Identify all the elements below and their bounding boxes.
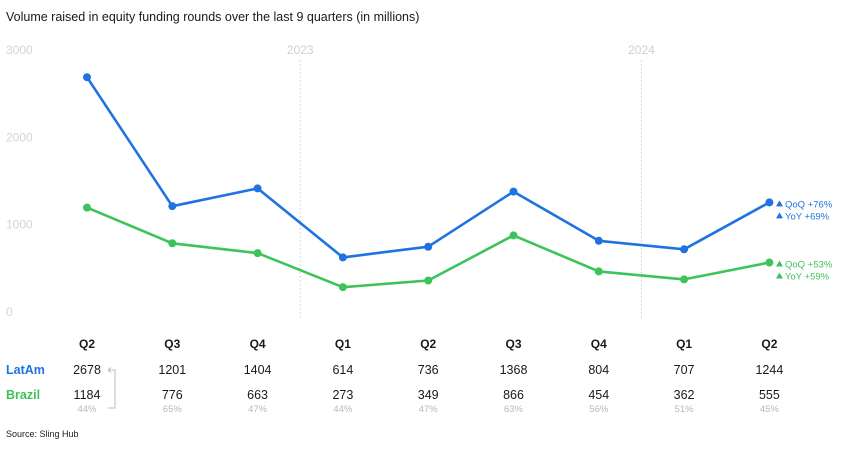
source-note: Source: Sling Hub [6, 429, 79, 439]
table-cell: 2678 [73, 363, 101, 377]
up-triangle-icon [776, 272, 783, 279]
table-cell: 1244 [755, 363, 783, 377]
table-cell: 349 [418, 388, 439, 402]
row-label-latam: LatAm [6, 363, 45, 377]
brazil-share-pct: 51% [675, 404, 695, 415]
data-point-brazil [168, 239, 177, 248]
brazil-share-pct: 65% [163, 404, 183, 415]
data-point-latam [765, 198, 774, 207]
table-cell: 707 [674, 363, 695, 377]
quarter-label: Q4 [591, 337, 607, 351]
quarter-label: Q3 [164, 337, 180, 351]
data-point-latam [253, 184, 262, 193]
table-cell: 614 [332, 363, 353, 377]
share-bracket [108, 369, 116, 409]
table-cell: 1404 [244, 363, 272, 377]
year-label: 2023 [287, 43, 314, 57]
values-table: Q2 Q3 Q4 Q1 Q2 Q3 Q4 Q1 Q2 LatAm 2678 1201 1404 614 73… [6, 337, 783, 415]
quarter-label: Q2 [761, 337, 777, 351]
year-label: 2024 [628, 43, 655, 57]
data-point-latam [338, 253, 347, 262]
y-tick-label: 3000 [6, 43, 33, 57]
data-point-brazil [765, 258, 774, 267]
data-point-latam [424, 242, 433, 251]
table-cell: 273 [332, 388, 353, 402]
up-triangle-icon [776, 200, 783, 207]
change-annotation: QoQ +76% [785, 199, 833, 210]
brazil-share-pct: 45% [760, 404, 780, 415]
quarter-label: Q4 [250, 337, 266, 351]
quarter-label: Q1 [676, 337, 692, 351]
brazil-share-pct: 47% [419, 404, 439, 415]
data-point-latam [168, 202, 177, 211]
bracket-arrow-icon [107, 367, 112, 373]
data-point-brazil [338, 283, 347, 292]
quarter-label: Q2 [79, 337, 95, 351]
y-tick-label: 1000 [6, 218, 33, 232]
brazil-share-pct: 44% [333, 404, 353, 415]
row-label-brazil: Brazil [6, 388, 40, 402]
table-cell: 1201 [158, 363, 186, 377]
up-triangle-icon [776, 212, 783, 219]
table-cell: 663 [247, 388, 268, 402]
data-point-latam [509, 187, 518, 196]
table-cell: 1184 [74, 388, 101, 402]
quarter-label: Q3 [505, 337, 521, 351]
table-cell: 362 [674, 388, 695, 402]
brazil-share-pct: 44% [77, 404, 97, 415]
table-cell: 555 [759, 388, 780, 402]
table-cell: 454 [588, 388, 609, 402]
chart-title: Volume raised in equity funding rounds o… [6, 10, 419, 24]
table-cell: 1368 [500, 363, 528, 377]
data-point-brazil [594, 267, 603, 276]
up-triangle-icon [776, 260, 783, 267]
table-cell: 804 [588, 363, 609, 377]
year-markers: 2023 2024 [287, 43, 655, 318]
brazil-share-pct: 63% [504, 404, 524, 415]
series-lines [83, 73, 774, 292]
quarter-label: Q1 [335, 337, 351, 351]
data-point-latam [594, 236, 603, 245]
table-cell: 736 [418, 363, 439, 377]
change-annotation: YoY +59% [785, 272, 830, 283]
data-point-brazil [253, 249, 262, 258]
change-annotation: QoQ +53% [785, 260, 833, 271]
data-point-brazil [680, 275, 689, 284]
table-cell: 866 [503, 388, 524, 402]
change-annotation: YoY +69% [785, 211, 830, 222]
series-line-latam [85, 75, 771, 259]
quarter-label: Q2 [420, 337, 436, 351]
data-point-latam [83, 73, 91, 82]
table-cell: 776 [162, 388, 183, 402]
brazil-share-pct: 47% [248, 404, 268, 415]
y-tick-label: 2000 [6, 130, 33, 144]
data-point-brazil [509, 231, 518, 240]
change-annotations: QoQ +76%YoY +69% QoQ +53%YoY +59% [776, 199, 833, 283]
y-tick-label: 0 [6, 305, 13, 319]
brazil-share-pct: 56% [589, 404, 609, 415]
data-point-brazil [424, 276, 433, 285]
data-point-brazil [83, 203, 91, 212]
y-axis: 0 1000 2000 3000 [6, 43, 33, 319]
data-point-latam [680, 245, 689, 254]
